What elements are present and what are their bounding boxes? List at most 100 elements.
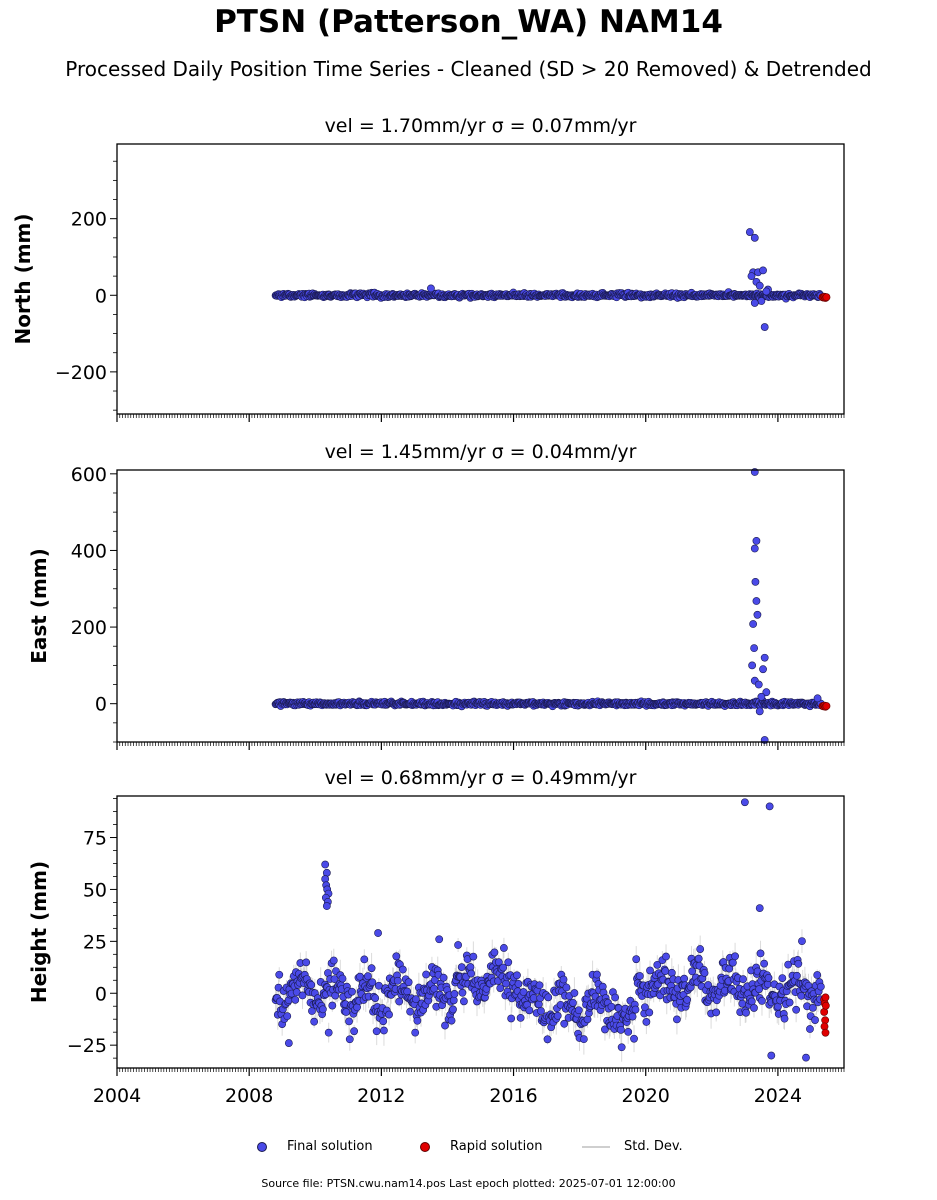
final-point: [635, 972, 644, 980]
panel-title: vel = 1.70mm/yr σ = 0.07mm/yr: [325, 115, 637, 137]
final-point: [490, 948, 499, 957]
final-point: [395, 997, 404, 1006]
final-point: [617, 1043, 626, 1052]
y-tick-label: 400: [71, 540, 107, 562]
final-point: [680, 974, 689, 983]
final-point: [694, 954, 703, 963]
final-point: [642, 1018, 651, 1026]
final-point: [307, 980, 316, 989]
final-solution-points: [271, 468, 825, 744]
final-point: [544, 993, 553, 1002]
y-tick-label: 600: [71, 464, 107, 486]
final-point: [611, 993, 620, 1002]
final-point: [537, 1007, 545, 1015]
final-point: [392, 952, 401, 961]
final-point: [360, 955, 369, 964]
final-point: [607, 1002, 616, 1011]
final-outlier-point: [750, 544, 759, 553]
final-outlier-point: [750, 644, 759, 653]
final-point: [683, 995, 692, 1004]
final-point: [275, 970, 284, 979]
final-point: [356, 972, 364, 981]
final-point: [630, 1034, 638, 1043]
y-tick-label: −200: [55, 362, 107, 384]
final-point: [562, 983, 571, 992]
final-point: [569, 998, 577, 1007]
final-point: [507, 1014, 516, 1023]
final-point: [291, 995, 300, 1004]
final-point: [469, 952, 478, 961]
final-point: [516, 1013, 525, 1022]
y-axis-label: Height (mm): [27, 861, 51, 1003]
final-point: [368, 978, 377, 987]
final-outlier-point: [759, 266, 767, 275]
final-outlier-point: [755, 281, 764, 290]
final-point: [404, 978, 413, 987]
final-point: [367, 964, 376, 973]
chart-subtitle: Processed Daily Position Time Series - C…: [65, 57, 872, 81]
final-point: [624, 1027, 633, 1036]
final-point: [439, 973, 448, 982]
final-point: [411, 1028, 420, 1037]
final-outlier-point: [757, 692, 766, 701]
final-point: [579, 1035, 588, 1044]
final-point: [450, 990, 459, 998]
y-tick-label: 200: [71, 617, 107, 639]
final-outlier-point: [759, 665, 767, 674]
final-point: [617, 1025, 625, 1034]
final-outlier-point: [750, 233, 759, 242]
final-point: [583, 1015, 592, 1024]
final-point: [559, 975, 568, 984]
final-point: [667, 968, 676, 977]
final-point: [514, 980, 523, 988]
final-point: [406, 1007, 415, 1016]
final-point: [700, 969, 709, 977]
final-point: [310, 1017, 319, 1026]
final-point: [535, 981, 544, 990]
final-point: [553, 1011, 562, 1020]
rapid-solution-points: [818, 701, 831, 711]
final-point: [525, 1006, 534, 1015]
final-outlier-point: [754, 680, 763, 689]
final-outlier-point: [745, 228, 754, 236]
y-tick-label: 200: [71, 209, 107, 231]
final-point: [422, 970, 431, 979]
final-outlier-point: [762, 287, 771, 296]
final-point: [283, 1012, 292, 1021]
panel-2: vel = 1.45mm/yr σ = 0.04mm/yr East (mm) 0 2…: [27, 441, 845, 750]
final-point: [467, 969, 476, 978]
final-point: [543, 1035, 552, 1044]
final-point: [513, 971, 521, 980]
final-point: [454, 941, 462, 949]
final-point: [560, 1019, 569, 1028]
final-point: [348, 987, 356, 996]
panel-3: vel = 0.68mm/yr σ = 0.49mm/yr Height (mm)…: [27, 767, 845, 1107]
final-point: [371, 994, 380, 1002]
final-point: [570, 989, 579, 997]
final-point: [380, 1026, 388, 1035]
y-tick-label: 0: [95, 694, 107, 716]
final-point: [662, 952, 670, 961]
final-outlier-point: [749, 620, 758, 628]
final-point: [393, 976, 402, 985]
final-point: [696, 945, 705, 953]
final-outlier-point: [748, 661, 757, 670]
final-point: [466, 963, 475, 971]
final-point: [632, 955, 641, 964]
final-point: [449, 996, 458, 1005]
panel-title: vel = 1.45mm/yr σ = 0.04mm/yr: [325, 441, 637, 463]
final-point: [447, 1016, 456, 1025]
final-solution-points: [271, 798, 825, 1062]
final-point: [529, 994, 538, 1002]
final-outlier-point: [753, 610, 762, 619]
final-point: [345, 1017, 353, 1026]
final-point: [628, 1012, 637, 1021]
final-point: [688, 967, 697, 976]
final-point: [593, 970, 601, 979]
rapid-point: [822, 702, 831, 710]
final-point: [338, 974, 347, 983]
final-point: [398, 965, 407, 974]
final-point: [645, 1008, 654, 1017]
final-point: [324, 1028, 333, 1037]
final-point: [379, 1017, 388, 1026]
